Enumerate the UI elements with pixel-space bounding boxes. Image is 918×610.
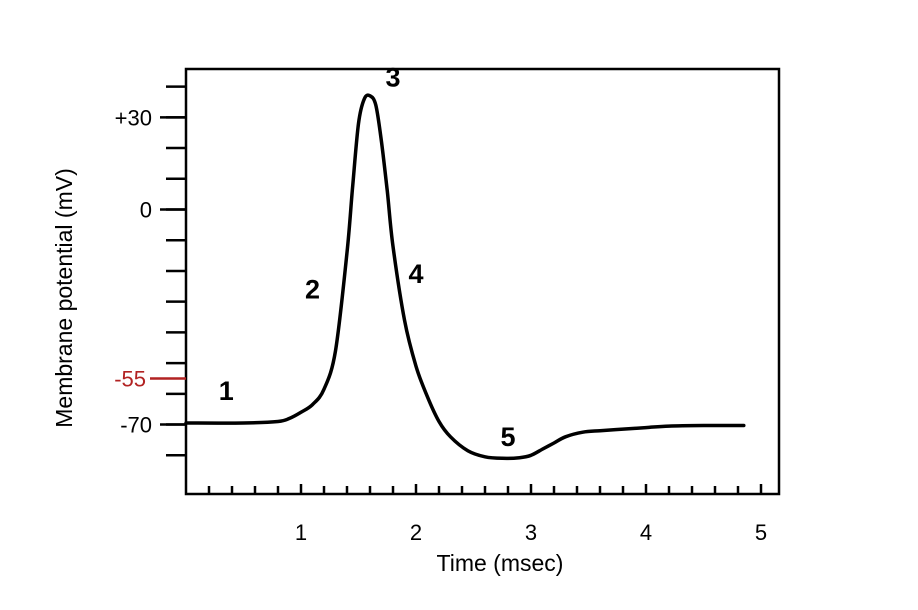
- x-tick-label: 2: [410, 520, 422, 545]
- y-axis-ticks: +30 0 -55 -70: [114, 85, 186, 457]
- membrane-potential-line: [184, 93, 746, 461]
- phase-label: 1: [219, 376, 234, 406]
- y-tick-label: -70: [120, 413, 152, 438]
- phase-label: 3: [385, 63, 400, 93]
- plot-frame: [184, 67, 781, 496]
- x-axis-label: Time (msec): [437, 550, 564, 576]
- x-tick-label: 3: [525, 520, 537, 545]
- x-tick-label: 4: [640, 520, 652, 545]
- x-tick-label: 1: [295, 520, 307, 545]
- phase-label: 2: [305, 275, 320, 305]
- x-axis-ticks: 1 2 3 4 5: [207, 484, 767, 545]
- y-tick-label: -55: [114, 366, 146, 391]
- y-tick-label: 0: [140, 198, 152, 223]
- phase-label: 5: [500, 422, 515, 452]
- y-axis-label: Membrane potential (mV): [51, 168, 77, 428]
- y-tick-label: +30: [115, 105, 152, 130]
- phase-annotations: 1 2 3 4 5: [219, 63, 516, 452]
- phase-label: 4: [408, 259, 423, 289]
- x-tick-label: 5: [755, 520, 767, 545]
